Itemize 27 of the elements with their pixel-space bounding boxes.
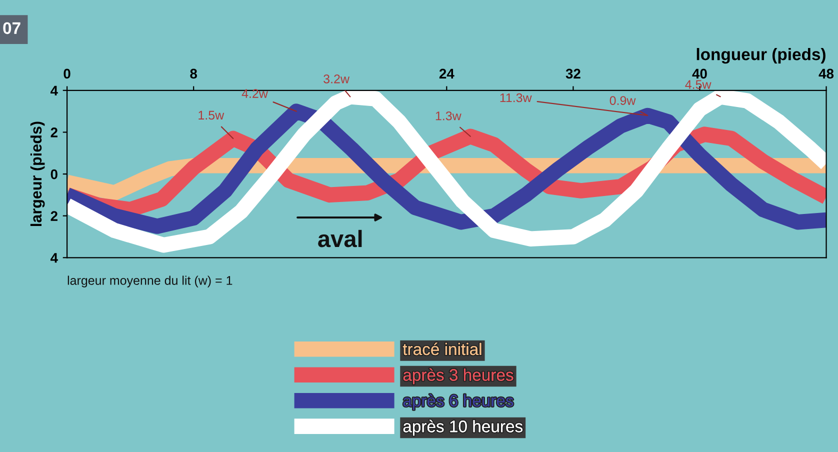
y-tick-label: 4 (50, 253, 58, 263)
annotation: aval (318, 230, 362, 248)
x-tick-label: 24 (439, 68, 454, 78)
x-tick-label: 32 (566, 68, 580, 79)
x-tick-label: 8 (190, 68, 198, 79)
text: après 10 heures (403, 420, 522, 436)
x-tick-label: 48 (818, 68, 834, 79)
x-tick-label: 0 (64, 68, 70, 79)
text: 07 (3, 22, 20, 34)
text: largeur moyenne du lit (w) = 1 (68, 276, 232, 288)
text: tracé initial (402, 342, 482, 356)
y-tick-label: 0 (50, 169, 58, 180)
annotation: 4.5w (685, 80, 712, 89)
annotation: 1.3w (436, 111, 462, 120)
annotation: 0.9w (610, 96, 636, 105)
annotation: 3.2w (324, 74, 350, 84)
text: après 3 heures (403, 368, 514, 384)
x-axis-title: longueur (pieds) (696, 48, 826, 64)
x-tick-label: 40 (692, 68, 707, 79)
y-tick-label: 2 (50, 128, 58, 138)
annotation: 4.2w (242, 89, 268, 98)
annotation: 1.5w (198, 110, 224, 120)
text: après 6 heures (403, 394, 514, 410)
y-tick-label: 2 (50, 211, 58, 221)
y-tick-label: 4 (50, 86, 58, 96)
annotation: 11.3w (500, 93, 532, 102)
y-axis-title: largeur (pieds) (30, 122, 45, 226)
